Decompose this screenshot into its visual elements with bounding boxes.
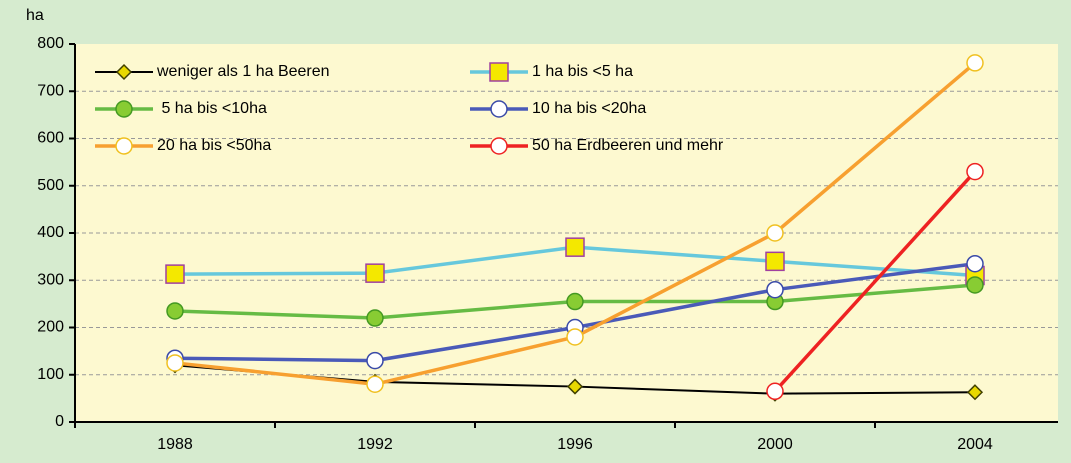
legend-marker xyxy=(490,100,508,118)
data-point xyxy=(966,54,984,72)
data-point xyxy=(566,328,584,346)
y-tick-label: 300 xyxy=(37,271,64,288)
data-point xyxy=(166,354,184,372)
data-point xyxy=(166,302,184,320)
legend-marker xyxy=(115,100,133,118)
y-axis-label: ha xyxy=(26,7,44,24)
data-point xyxy=(966,254,984,273)
data-point xyxy=(966,384,984,401)
legend-marker xyxy=(115,137,133,155)
x-tick-label: 1996 xyxy=(557,436,593,453)
y-tick-label: 400 xyxy=(37,224,64,241)
y-tick-label: 600 xyxy=(37,130,64,147)
y-tick-label: 800 xyxy=(37,35,64,52)
x-tick-label: 2004 xyxy=(957,436,993,453)
y-tick-label: 0 xyxy=(55,413,64,430)
x-tick-label: 1992 xyxy=(357,436,393,453)
series-line xyxy=(773,170,977,393)
legend-label: 10 ha bis <20ha xyxy=(532,100,646,117)
data-point xyxy=(366,375,384,393)
legend-label: 1 ha bis <5 ha xyxy=(532,63,633,80)
data-point xyxy=(365,263,385,283)
data-point xyxy=(165,264,185,284)
y-tick-label: 100 xyxy=(37,366,64,383)
x-tick-label: 1988 xyxy=(157,436,193,453)
data-point xyxy=(366,351,384,370)
data-point xyxy=(566,292,584,311)
y-tick-label: 500 xyxy=(37,177,64,194)
data-point xyxy=(766,382,784,401)
y-tick-label: 200 xyxy=(37,319,64,336)
data-point xyxy=(565,237,585,257)
legend-label: 50 ha Erdbeeren und mehr xyxy=(532,137,724,154)
legend-label: weniger als 1 ha Beeren xyxy=(156,63,330,80)
legend-label: 20 ha bis <50ha xyxy=(157,137,271,154)
data-point xyxy=(766,280,784,299)
data-point xyxy=(966,276,984,294)
data-point xyxy=(765,251,785,272)
legend-marker xyxy=(115,63,133,81)
legend-marker xyxy=(490,137,508,155)
data-point xyxy=(766,224,784,242)
data-point xyxy=(566,378,584,395)
legend-label: 5 ha bis <10ha xyxy=(157,100,267,117)
data-point xyxy=(966,162,984,181)
y-tick-label: 700 xyxy=(37,82,64,99)
data-point xyxy=(366,309,384,327)
legend-marker xyxy=(489,62,509,82)
x-tick-label: 2000 xyxy=(757,436,793,453)
